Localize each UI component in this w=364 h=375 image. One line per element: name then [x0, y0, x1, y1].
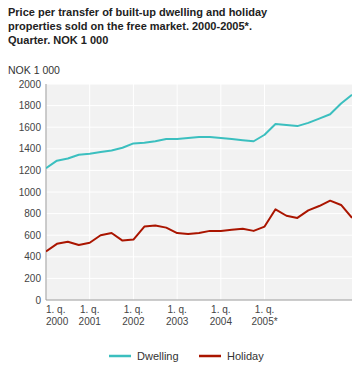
x-tick-label: 1. q.2000 — [46, 304, 69, 327]
plot-background — [46, 84, 352, 300]
x-tick-label: 1. q.2004 — [210, 304, 233, 327]
x-grid-line — [133, 84, 134, 300]
y-tick-label: 0 — [35, 295, 41, 306]
x-tick-label: 1. q.2003 — [166, 304, 189, 327]
x-grid-line — [177, 84, 178, 300]
x-grid-line — [220, 84, 221, 300]
y-grid-line — [46, 127, 352, 128]
y-grid-line — [46, 278, 352, 279]
y-axis-label: NOK 1 000 — [8, 64, 60, 76]
line-series — [46, 95, 352, 168]
y-grid-line — [46, 300, 352, 301]
legend-swatch — [199, 355, 221, 358]
x-tick-label: 1. q.2002 — [122, 304, 145, 327]
x-grid-line — [264, 84, 265, 300]
legend-label: Holiday — [227, 350, 264, 362]
line-series — [46, 201, 352, 252]
y-tick-label: 600 — [24, 230, 41, 241]
y-axis-line — [46, 84, 47, 300]
y-tick-label: 200 — [24, 273, 41, 284]
y-tick-label: 400 — [24, 251, 41, 262]
x-axis-line — [46, 300, 352, 301]
legend-label: Dwelling — [137, 350, 179, 362]
y-grid-line — [46, 170, 352, 171]
title: Price per transfer of built-up dwelling … — [8, 6, 268, 46]
y-tick-label: 1200 — [19, 165, 42, 176]
x-tick-label: 1. q.2001 — [79, 304, 102, 327]
y-grid-line — [46, 105, 352, 106]
x-grid-line — [89, 84, 90, 300]
y-grid-line — [46, 84, 352, 85]
x-tick-label: 1. q.2005* — [252, 304, 278, 327]
y-grid-line — [46, 235, 352, 236]
y-tick-label: 1600 — [19, 122, 42, 133]
y-grid-line — [46, 213, 352, 214]
x-grid-line — [46, 84, 47, 300]
y-tick-label: 1000 — [19, 187, 42, 198]
chart: Price per transfer of built-up dwelling … — [0, 0, 364, 375]
y-grid-line — [46, 192, 352, 193]
y-tick-label: 800 — [24, 208, 41, 219]
y-grid-line — [46, 148, 352, 149]
y-grid-line — [46, 256, 352, 257]
y-tick-label: 1400 — [19, 143, 42, 154]
legend-swatch — [109, 355, 131, 358]
y-tick-label: 1800 — [19, 100, 42, 111]
y-tick-label: 2000 — [19, 79, 42, 90]
series-group — [46, 95, 352, 252]
